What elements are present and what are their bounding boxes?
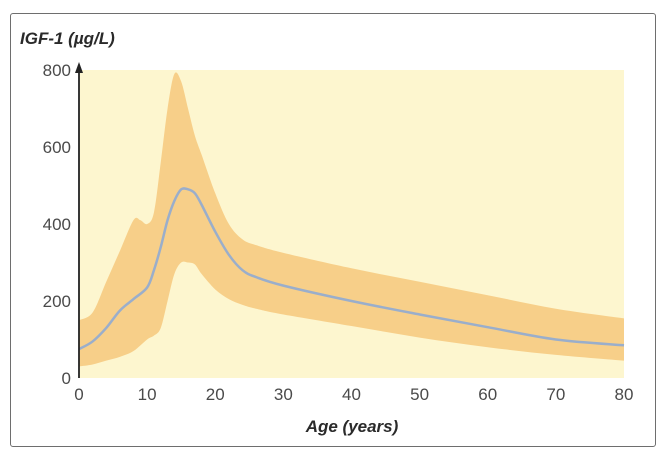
y-axis-title: IGF-1 (µg/L) bbox=[20, 29, 115, 48]
x-tick-label: 30 bbox=[274, 385, 293, 404]
x-tick-label: 80 bbox=[615, 385, 634, 404]
y-tick-label: 600 bbox=[43, 138, 71, 157]
y-tick-label: 800 bbox=[43, 61, 71, 80]
x-tick-label: 20 bbox=[206, 385, 225, 404]
x-tick-labels: 0 10 20 30 40 50 60 70 80 bbox=[74, 385, 633, 404]
x-tick-label: 60 bbox=[478, 385, 497, 404]
x-tick-label: 70 bbox=[546, 385, 565, 404]
y-tick-label: 0 bbox=[62, 369, 71, 388]
y-tick-label: 400 bbox=[43, 215, 71, 234]
x-tick-label: 10 bbox=[138, 385, 157, 404]
x-tick-label: 0 bbox=[74, 385, 83, 404]
x-axis-title: Age (years) bbox=[305, 417, 399, 436]
y-tick-labels: 0 200 400 600 800 bbox=[43, 61, 71, 388]
x-tick-label: 40 bbox=[342, 385, 361, 404]
x-tick-label: 50 bbox=[410, 385, 429, 404]
reference-range-band bbox=[79, 72, 624, 367]
median-line bbox=[78, 187, 625, 351]
y-axis-arrow bbox=[75, 62, 83, 73]
y-tick-label: 200 bbox=[43, 292, 71, 311]
